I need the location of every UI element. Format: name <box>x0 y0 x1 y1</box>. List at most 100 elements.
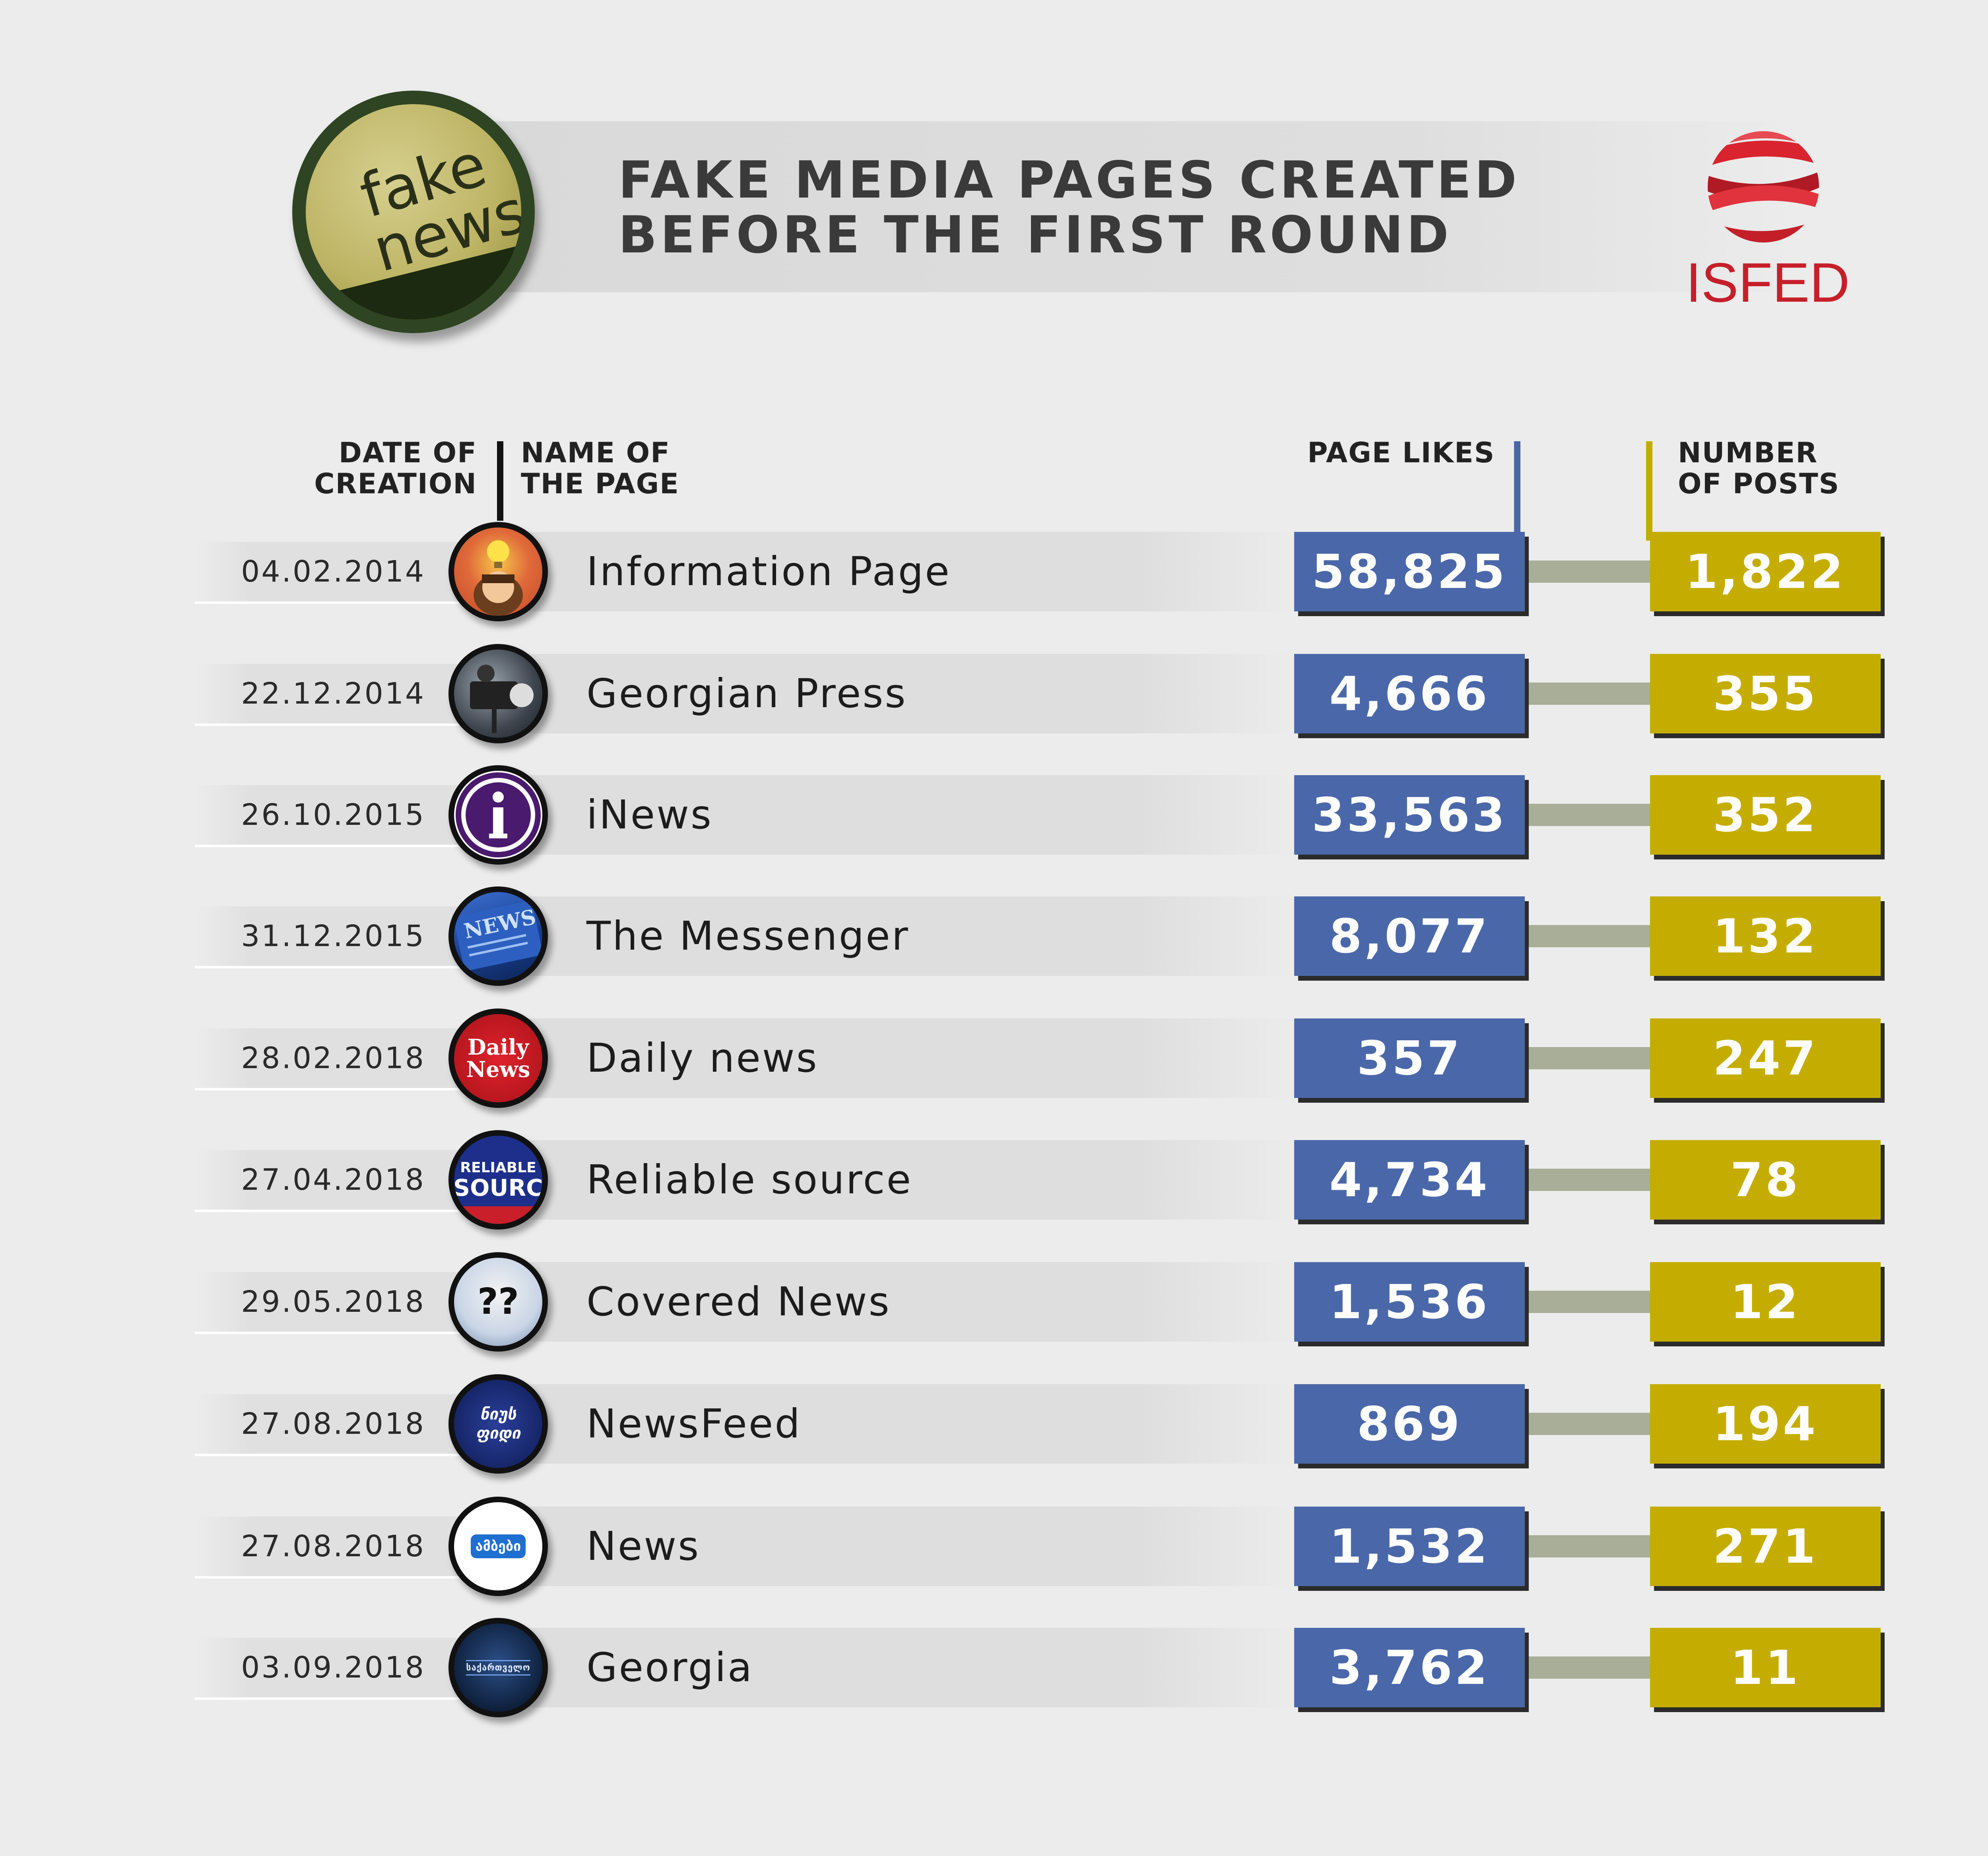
page-name: The Messenger <box>586 913 910 959</box>
table-row: 27.08.2018 News ამბები 1,532 271 <box>0 1497 1988 1596</box>
table-row: 27.08.2018 NewsFeed ნიუს ფიდი 869 194 <box>0 1374 1988 1474</box>
page-likes-value: 357 <box>1294 1018 1525 1098</box>
likes-column-marker <box>1514 441 1520 541</box>
page-avatar <box>454 528 542 616</box>
row-connector <box>1523 1656 1658 1679</box>
avatar-text: Daily <box>467 1034 529 1060</box>
daily-news-logo-icon: Daily News <box>448 1008 548 1108</box>
page-likes-value: 3,762 <box>1294 1628 1525 1707</box>
newspaper-icon: NEWS <box>448 886 548 986</box>
column-header-name: NAME OF THE PAGE <box>521 437 799 499</box>
creation-date: 27.08.2018 <box>241 1529 425 1563</box>
avatar-text: ფიდი <box>476 1424 521 1443</box>
fake-news-badge: fake news <box>292 91 535 333</box>
column-header-posts: NUMBER OF POSTS <box>1678 437 1916 499</box>
avatar-text: ? <box>498 1281 519 1323</box>
creation-date: 04.02.2014 <box>241 555 425 589</box>
posts-column-marker <box>1646 441 1652 541</box>
lightbulb-person-icon <box>448 522 548 621</box>
creation-date: 22.12.2014 <box>241 677 425 711</box>
newspaper-drawing: NEWS <box>454 900 542 972</box>
table-row: 26.10.2015 iNews 33,563 352 <box>0 765 1988 865</box>
date-band <box>195 1028 481 1088</box>
name-band <box>501 896 1296 976</box>
page-name: iNews <box>586 791 713 838</box>
page-avatar: RELIABLE SOURC <box>454 1136 542 1224</box>
avatar-text: RELIABLE <box>460 1160 536 1176</box>
page-likes-value: 4,666 <box>1294 654 1525 733</box>
name-band <box>501 1018 1296 1098</box>
column-header-name-line-1: NAME OF <box>521 436 670 469</box>
row-connector <box>1523 1047 1658 1069</box>
number-of-posts-value: 247 <box>1650 1018 1881 1098</box>
page-likes-value: 33,563 <box>1294 775 1525 855</box>
date-band <box>195 542 481 601</box>
column-header-likes-line-1: PAGE LIKES <box>1307 436 1495 469</box>
number-of-posts-value: 11 <box>1650 1628 1881 1707</box>
page-likes-value: 58,825 <box>1294 532 1525 611</box>
table-row: 31.12.2015 The Messenger NEWS 8,077 132 <box>0 886 1988 986</box>
column-header-posts-line-2: OF POSTS <box>1678 467 1840 500</box>
column-header-date: DATE OF CREATION <box>278 437 477 499</box>
georgia-logo-icon: საქართველო <box>448 1618 548 1717</box>
number-of-posts-value: 352 <box>1650 775 1881 855</box>
creation-date: 31.12.2015 <box>241 919 425 953</box>
avatar-text: News <box>466 1057 530 1082</box>
speech-bubble-icon: ამბები <box>448 1497 548 1596</box>
page-likes-value: 1,536 <box>1294 1262 1525 1342</box>
camera-drawing <box>470 665 534 733</box>
page-avatar: ?? <box>454 1258 542 1346</box>
fake-news-badge-face: fake news <box>306 104 521 320</box>
number-of-posts-value: 78 <box>1650 1140 1881 1220</box>
page-name: News <box>586 1523 701 1569</box>
page-name: NewsFeed <box>586 1400 802 1447</box>
row-connector <box>1523 804 1658 826</box>
page-avatar: ნიუს ფიდი <box>454 1380 542 1468</box>
column-header-date-line-2: CREATION <box>314 467 477 500</box>
creation-date: 26.10.2015 <box>241 798 425 832</box>
title-band <box>489 121 1801 292</box>
number-of-posts-value: 355 <box>1650 654 1881 733</box>
column-header-likes: PAGE LIKES <box>1272 437 1495 468</box>
creation-date: 27.08.2018 <box>241 1407 425 1441</box>
name-band <box>501 1262 1296 1342</box>
row-connector <box>1523 1169 1658 1191</box>
page-name: Georgia <box>586 1644 754 1691</box>
page-avatar: საქართველო <box>454 1623 542 1712</box>
date-band <box>195 906 481 966</box>
row-connector <box>1523 683 1658 705</box>
newsfeed-logo-icon: ნიუს ფიდი <box>448 1374 548 1474</box>
creation-date: 28.02.2018 <box>241 1041 425 1075</box>
avatar-text: ? <box>477 1281 498 1323</box>
page-title: FAKE MEDIA PAGES CREATED BEFORE THE FIRS… <box>618 153 1612 263</box>
row-connector <box>1523 1291 1658 1313</box>
avatar-text: ამბები <box>475 1538 521 1554</box>
table-row: 04.02.2014 Information Page 58,825 1,822 <box>0 522 1988 621</box>
creation-date: 27.04.2018 <box>241 1163 425 1197</box>
number-of-posts-value: 12 <box>1650 1262 1881 1342</box>
page-likes-value: 8,077 <box>1294 896 1525 976</box>
page-avatar: Daily News <box>454 1014 542 1102</box>
question-marks-icon: ?? <box>448 1252 548 1352</box>
creation-date: 03.09.2018 <box>241 1650 425 1685</box>
name-band <box>501 532 1296 611</box>
name-band <box>501 1507 1296 1586</box>
reliable-source-logo-icon: RELIABLE SOURC <box>448 1130 548 1230</box>
page-name: Covered News <box>586 1278 891 1325</box>
table-row: 28.02.2018 Daily news Daily News 357 247 <box>0 1008 1988 1108</box>
row-connector <box>1523 560 1658 583</box>
page-avatar <box>454 650 542 738</box>
date-band <box>195 1638 481 1697</box>
page-title-line-2: BEFORE THE FIRST ROUND <box>618 206 1452 265</box>
name-band <box>501 654 1296 733</box>
name-band <box>501 1140 1296 1220</box>
column-header-date-line-1: DATE OF <box>338 436 477 469</box>
date-band <box>195 785 481 845</box>
page-name: Information Page <box>586 548 951 595</box>
lightbulb-person-drawing <box>474 540 523 616</box>
table-row: 22.12.2014 Georgian Press 4,666 355 <box>0 644 1988 743</box>
number-of-posts-value: 132 <box>1650 896 1881 976</box>
info-drawing <box>456 772 541 857</box>
name-band <box>501 1628 1296 1707</box>
date-band <box>195 1517 481 1576</box>
